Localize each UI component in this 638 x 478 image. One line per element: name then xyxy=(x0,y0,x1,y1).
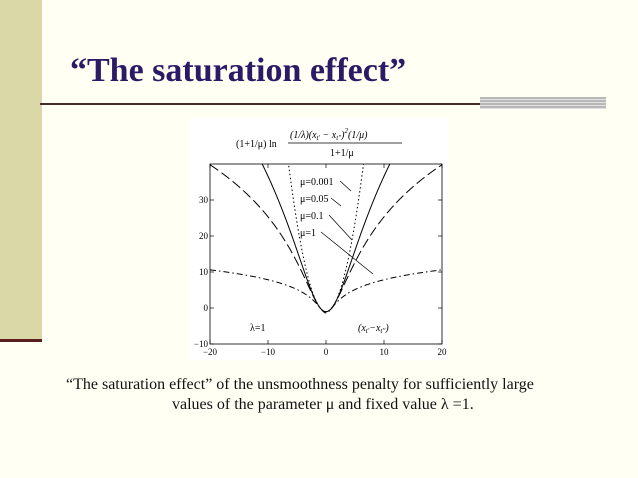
formula-numerator: (1/λ)(xt' − xt'')2(1/μ) xyxy=(290,127,368,142)
y-tick-label: −10 xyxy=(194,339,209,349)
x-tick-label: 10 xyxy=(380,347,390,357)
left-accent-bar xyxy=(0,0,42,340)
series-line-2 xyxy=(210,164,442,313)
series-line-3 xyxy=(210,269,442,314)
lambda-label: λ=1 xyxy=(250,323,266,334)
legend-mu-01: μ=0.1 xyxy=(300,211,324,222)
slide-title: “The saturation effect” xyxy=(70,52,407,89)
legend-leader-3 xyxy=(320,231,374,275)
formula-prefix: (1+1/μ) ln xyxy=(236,139,277,150)
plot-frame xyxy=(209,163,443,345)
caption-line-1: “The saturation effect” of the unsmoothn… xyxy=(66,376,534,393)
y-tick-label: 20 xyxy=(199,231,209,241)
saturation-chart: (1+1/μ) ln (1/λ)(xt' − xt'')2(1/μ) 1+1/μ… xyxy=(194,127,448,357)
left-accent-rule xyxy=(0,339,42,342)
x-axis-annotation: (xt'−xt'') xyxy=(358,323,389,335)
title-divider-accent xyxy=(480,97,606,109)
x-tick-label: −20 xyxy=(203,347,218,357)
caption-line-2: values of the parameter μ and fixed valu… xyxy=(172,396,474,413)
x-tick-label: −10 xyxy=(261,347,276,357)
legend-leader-2 xyxy=(328,214,353,241)
x-tick-label: 20 xyxy=(438,347,448,357)
y-tick-label: 0 xyxy=(204,303,209,313)
chart-figure: (1+1/μ) ln (1/λ)(xt' − xt'')2(1/μ) 1+1/μ… xyxy=(190,118,448,360)
slide-caption: “The saturation effect” of the unsmoothn… xyxy=(60,375,600,415)
formula-denominator: 1+1/μ xyxy=(330,148,354,159)
legend-mu-005: μ=0.05 xyxy=(300,194,329,205)
legend-leader-0 xyxy=(339,180,352,192)
legend-leader-1 xyxy=(330,197,342,207)
y-tick-label: 10 xyxy=(199,267,209,277)
x-tick-label: 0 xyxy=(324,347,329,357)
title-divider xyxy=(40,103,480,105)
legend-mu-1: μ=1 xyxy=(300,228,316,239)
y-tick-label: 30 xyxy=(199,195,209,205)
legend-mu-0001: μ=0.001 xyxy=(300,177,334,188)
